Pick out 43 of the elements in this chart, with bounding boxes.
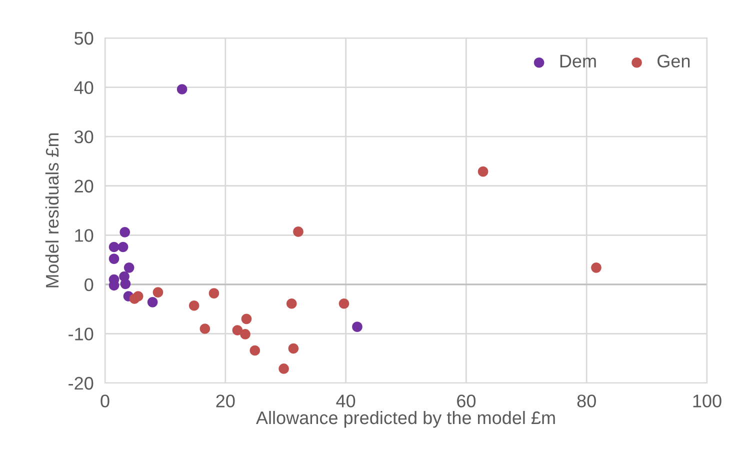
point bbox=[152, 287, 164, 298]
y-tick-label: 20 bbox=[74, 180, 94, 193]
point bbox=[108, 254, 120, 264]
point bbox=[293, 226, 304, 237]
x-tick-label: 20 bbox=[216, 394, 235, 408]
point bbox=[286, 298, 297, 309]
point bbox=[120, 278, 131, 290]
y-tick-label: 50 bbox=[74, 32, 94, 45]
x-tick-label: 0 bbox=[100, 394, 110, 408]
point bbox=[200, 324, 210, 334]
point bbox=[124, 262, 134, 273]
x-tick-label: 100 bbox=[693, 394, 722, 408]
y-tick-label: 10 bbox=[75, 229, 94, 242]
point bbox=[250, 345, 260, 356]
x-tick-label: 40 bbox=[336, 394, 356, 408]
point bbox=[288, 343, 299, 354]
x-tick-label: 80 bbox=[577, 394, 596, 408]
legend-label: Gen bbox=[658, 54, 690, 68]
point bbox=[132, 291, 144, 302]
y-tick-label: 40 bbox=[74, 81, 94, 94]
point bbox=[240, 329, 250, 340]
x-axis-title: Allowance predicted by the model £m bbox=[256, 410, 555, 428]
point bbox=[478, 166, 488, 177]
y-tick-label: -20 bbox=[68, 376, 94, 390]
y-tick-label: -10 bbox=[68, 328, 94, 340]
point bbox=[338, 298, 350, 309]
point bbox=[591, 262, 602, 273]
point bbox=[241, 314, 252, 324]
point bbox=[208, 288, 220, 298]
point bbox=[352, 322, 362, 332]
y-tick-label: 0 bbox=[84, 278, 94, 292]
point bbox=[118, 242, 128, 252]
legend-label: Dem bbox=[560, 54, 596, 68]
point bbox=[120, 227, 130, 238]
point bbox=[108, 242, 120, 252]
point bbox=[188, 300, 200, 311]
y-axis-title: Model residuals £m bbox=[45, 133, 59, 288]
x-tick-label: 60 bbox=[457, 394, 476, 408]
point bbox=[278, 364, 289, 374]
point bbox=[147, 297, 158, 308]
point bbox=[176, 84, 188, 94]
y-tick-label: 30 bbox=[74, 130, 94, 144]
point bbox=[232, 325, 243, 336]
